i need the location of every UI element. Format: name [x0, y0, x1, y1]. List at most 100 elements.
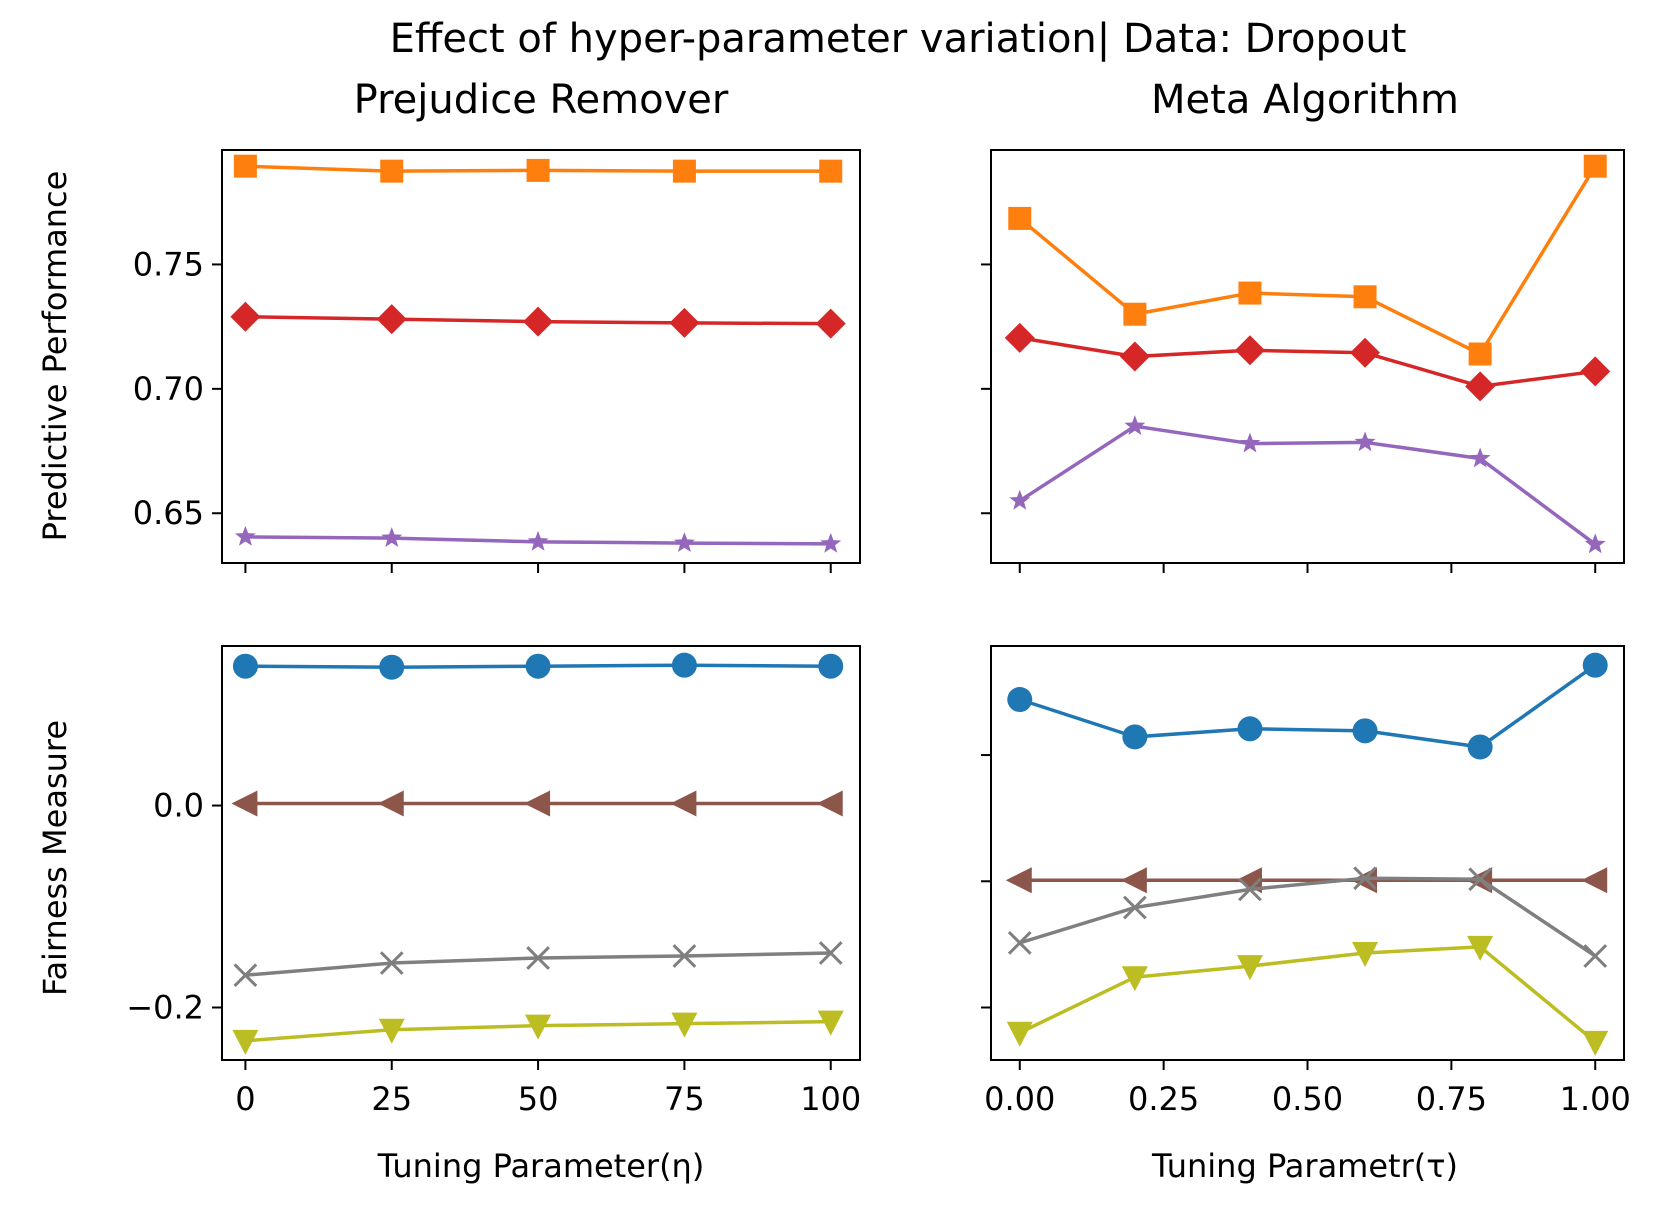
- x-tick-label: 25: [371, 1080, 412, 1118]
- data-point: [672, 944, 697, 968]
- data-point: [524, 790, 551, 817]
- series-3: [1007, 866, 1608, 968]
- data-point: [820, 532, 842, 553]
- data-point: [1468, 867, 1493, 892]
- data-point: [1122, 895, 1147, 920]
- data-point: [1239, 432, 1261, 453]
- data-point: [232, 1029, 259, 1055]
- data-point: [1238, 877, 1262, 902]
- data-point: [1353, 866, 1377, 891]
- x-tick-label: 100: [800, 1080, 861, 1118]
- x-tick-label: 0.00: [984, 1080, 1055, 1118]
- data-point: [671, 1012, 698, 1038]
- series-line: [1019, 945, 1597, 1044]
- xlabel-tau: Tuning Parametr(τ): [1151, 1147, 1458, 1185]
- data-point: [1353, 285, 1377, 309]
- data-point: [379, 951, 404, 975]
- data-point: [1006, 1021, 1033, 1047]
- data-point: [672, 159, 696, 183]
- data-point: [1007, 931, 1032, 955]
- data-point: [376, 304, 407, 335]
- data-point: [1580, 356, 1611, 387]
- data-point: [819, 159, 843, 183]
- data-point: [670, 790, 697, 817]
- data-point: [671, 652, 697, 678]
- x-tick-label: 75: [664, 1080, 705, 1118]
- data-point: [377, 790, 404, 817]
- data-point: [1467, 935, 1494, 961]
- ylabel-fairness-measure: Fairness Measure: [36, 720, 74, 996]
- data-point: [1465, 371, 1496, 402]
- data-point: [1007, 687, 1033, 713]
- data-point: [1235, 867, 1262, 894]
- data-point: [1237, 716, 1263, 742]
- series-line: [1019, 336, 1596, 389]
- x-tick-label: 0: [235, 1080, 255, 1118]
- data-point: [669, 307, 700, 338]
- series-2: [231, 790, 843, 817]
- data-point: [673, 532, 695, 552]
- y-tick-label: 0.70: [133, 370, 204, 408]
- y-tick-label: 0.0: [153, 787, 204, 825]
- data-point: [1467, 734, 1493, 760]
- data-point: [1469, 447, 1491, 468]
- data-point: [233, 154, 257, 178]
- series-1: [232, 652, 844, 680]
- column-title-meta-algorithm: Meta Algorithm: [1151, 77, 1459, 123]
- data-point: [379, 654, 405, 680]
- data-point: [1234, 335, 1265, 366]
- data-point: [527, 530, 549, 551]
- data-point: [1122, 724, 1148, 750]
- panel-3: 0 25 50 75 100 −0.2 0.0: [126, 645, 861, 1118]
- data-point: [526, 946, 550, 970]
- ylabel-predictive-performance: Predictive Performance: [36, 171, 74, 542]
- data-point: [523, 306, 554, 337]
- data-point: [815, 308, 846, 339]
- series-4: [1006, 935, 1609, 1056]
- data-point: [526, 158, 550, 182]
- data-point: [1008, 206, 1032, 230]
- series-3: [234, 525, 842, 553]
- data-point: [1584, 533, 1606, 554]
- data-point: [1581, 867, 1608, 894]
- data-point: [1238, 281, 1262, 305]
- x-tick-label: 0.25: [1128, 1080, 1199, 1118]
- data-point: [233, 963, 258, 988]
- data-point: [1124, 415, 1146, 436]
- x-tick-label: 50: [518, 1080, 559, 1118]
- data-point: [1123, 302, 1147, 326]
- data-point: [1119, 341, 1150, 372]
- data-point: [1582, 1030, 1609, 1056]
- x-tick-label: 1.00: [1560, 1080, 1631, 1118]
- data-point: [1005, 867, 1032, 894]
- data-point: [1468, 342, 1492, 366]
- data-point: [230, 301, 261, 332]
- data-point: [1004, 322, 1035, 353]
- series-3: [233, 941, 843, 988]
- data-point: [816, 790, 843, 817]
- axes-frame: [221, 149, 861, 564]
- panel-2: [981, 149, 1625, 573]
- data-point: [1582, 652, 1608, 678]
- panel-1: 0.65 0.70 0.75: [133, 149, 861, 573]
- y-tick-label: 0.65: [133, 494, 204, 532]
- data-point: [378, 1018, 405, 1044]
- series-3: [1009, 415, 1606, 554]
- series-1: [233, 154, 843, 183]
- x-tick-label: 0.50: [1272, 1080, 1343, 1118]
- data-point: [1583, 944, 1608, 968]
- data-point: [232, 653, 258, 679]
- column-title-prejudice-remover: Prejudice Remover: [354, 77, 729, 123]
- data-point: [234, 525, 256, 546]
- data-point: [1120, 867, 1147, 894]
- data-point: [1354, 431, 1376, 452]
- y-tick-label: −0.2: [126, 988, 204, 1026]
- data-point: [1352, 718, 1378, 744]
- data-point: [525, 653, 551, 679]
- data-point: [231, 790, 258, 817]
- data-point: [818, 941, 843, 965]
- series-1: [1008, 154, 1607, 366]
- series-4: [232, 1010, 844, 1055]
- data-point: [380, 159, 404, 183]
